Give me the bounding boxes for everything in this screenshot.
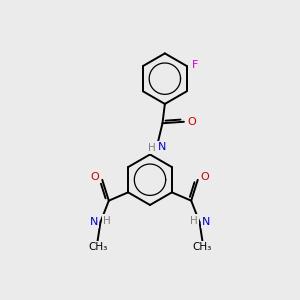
Text: H: H xyxy=(190,216,197,226)
Text: CH₃: CH₃ xyxy=(88,242,107,252)
Text: H: H xyxy=(148,143,156,153)
Text: N: N xyxy=(202,217,210,227)
Text: O: O xyxy=(188,117,196,127)
Text: N: N xyxy=(90,217,98,227)
Text: O: O xyxy=(91,172,99,182)
Text: O: O xyxy=(201,172,209,182)
Text: N: N xyxy=(158,142,166,152)
Text: H: H xyxy=(103,216,111,226)
Text: F: F xyxy=(192,59,198,70)
Text: CH₃: CH₃ xyxy=(193,242,212,252)
